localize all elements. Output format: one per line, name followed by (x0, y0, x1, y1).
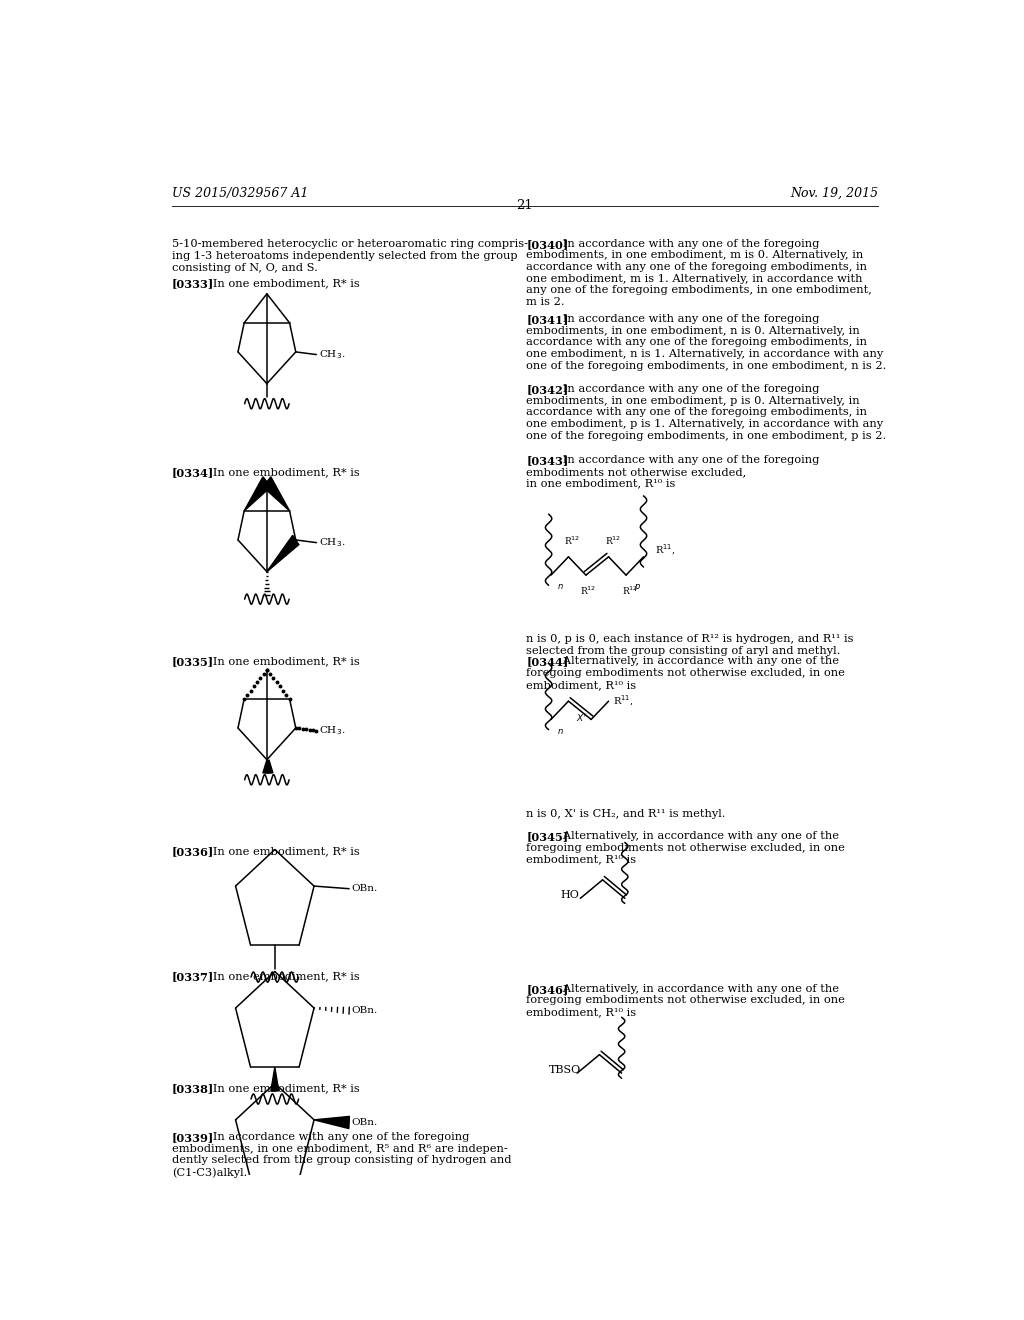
Text: one embodiment, m is 1. Alternatively, in accordance with: one embodiment, m is 1. Alternatively, i… (526, 273, 863, 284)
Text: [0339]: [0339] (172, 1133, 214, 1143)
Text: embodiment, R¹⁰ is: embodiment, R¹⁰ is (526, 854, 637, 865)
Text: embodiment, R¹⁰ is: embodiment, R¹⁰ is (526, 680, 637, 690)
Text: embodiments, in one embodiment, m is 0. Alternatively, in: embodiments, in one embodiment, m is 0. … (526, 251, 863, 260)
Text: [0338]: [0338] (172, 1084, 214, 1094)
Text: [0335]: [0335] (172, 656, 214, 668)
Text: [0336]: [0336] (172, 846, 214, 858)
Text: Alternatively, in accordance with any one of the: Alternatively, in accordance with any on… (552, 832, 839, 841)
Text: In one embodiment, R* is: In one embodiment, R* is (202, 656, 359, 667)
Text: CH$_3$.: CH$_3$. (318, 348, 345, 360)
Text: OBn.: OBn. (351, 884, 378, 894)
Text: TBSO: TBSO (549, 1065, 581, 1074)
Text: OBn.: OBn. (351, 1006, 378, 1015)
Text: 21: 21 (516, 199, 534, 213)
Text: In one embodiment, R* is: In one embodiment, R* is (202, 1084, 359, 1093)
Text: In one embodiment, R* is: In one embodiment, R* is (202, 846, 359, 857)
Text: [0333]: [0333] (172, 279, 214, 289)
Polygon shape (263, 477, 290, 511)
Text: R$^{11}$,: R$^{11}$, (612, 694, 633, 709)
Polygon shape (244, 477, 270, 511)
Polygon shape (270, 1067, 279, 1090)
Text: $X'$: $X'$ (577, 713, 588, 723)
Text: [0343]: [0343] (526, 455, 568, 466)
Text: in one embodiment, R¹⁰ is: in one embodiment, R¹⁰ is (526, 479, 676, 488)
Text: R$^{11}$,: R$^{11}$, (655, 543, 676, 557)
Text: [0344]: [0344] (526, 656, 568, 668)
Text: any one of the foregoing embodiments, in one embodiment,: any one of the foregoing embodiments, in… (526, 285, 872, 296)
Text: accordance with any one of the foregoing embodiments, in: accordance with any one of the foregoing… (526, 263, 867, 272)
Text: [0334]: [0334] (172, 467, 214, 478)
Text: embodiments, in one embodiment, n is 0. Alternatively, in: embodiments, in one embodiment, n is 0. … (526, 326, 860, 335)
Text: ing 1-3 heteroatoms independently selected from the group: ing 1-3 heteroatoms independently select… (172, 251, 517, 261)
Text: In accordance with any one of the foregoing: In accordance with any one of the forego… (552, 455, 819, 465)
Text: In one embodiment, R* is: In one embodiment, R* is (202, 467, 359, 478)
Text: (C1-C3)alkyl.: (C1-C3)alkyl. (172, 1167, 247, 1177)
Text: selected from the group consisting of aryl and methyl.: selected from the group consisting of ar… (526, 645, 841, 656)
Text: one of the foregoing embodiments, in one embodiment, p is 2.: one of the foregoing embodiments, in one… (526, 430, 887, 441)
Text: In one embodiment, R* is: In one embodiment, R* is (202, 972, 359, 982)
Text: [0340]: [0340] (526, 239, 568, 249)
Text: n is 0, p is 0, each instance of R¹² is hydrogen, and R¹¹ is: n is 0, p is 0, each instance of R¹² is … (526, 634, 854, 644)
Text: CH$_3$.: CH$_3$. (318, 725, 345, 737)
Text: [0345]: [0345] (526, 832, 568, 842)
Text: one embodiment, n is 1. Alternatively, in accordance with any: one embodiment, n is 1. Alternatively, i… (526, 348, 884, 359)
Text: R$^{12}$: R$^{12}$ (623, 585, 638, 598)
Text: Alternatively, in accordance with any one of the: Alternatively, in accordance with any on… (552, 656, 839, 667)
Text: one of the foregoing embodiments, in one embodiment, n is 2.: one of the foregoing embodiments, in one… (526, 360, 887, 371)
Text: $n$: $n$ (557, 582, 564, 591)
Text: one embodiment, p is 1. Alternatively, in accordance with any: one embodiment, p is 1. Alternatively, i… (526, 420, 884, 429)
Text: [0342]: [0342] (526, 384, 568, 395)
Text: Alternatively, in accordance with any one of the: Alternatively, in accordance with any on… (552, 983, 839, 994)
Text: m is 2.: m is 2. (526, 297, 565, 308)
Text: accordance with any one of the foregoing embodiments, in: accordance with any one of the foregoing… (526, 338, 867, 347)
Polygon shape (265, 760, 273, 774)
Text: R$^{12}$: R$^{12}$ (580, 585, 596, 598)
Text: In one embodiment, R* is: In one embodiment, R* is (202, 279, 359, 288)
Text: OBn.: OBn. (351, 1118, 378, 1127)
Text: In accordance with any one of the foregoing: In accordance with any one of the forego… (552, 239, 819, 248)
Text: foregoing embodiments not otherwise excluded, in one: foregoing embodiments not otherwise excl… (526, 995, 845, 1006)
Text: In accordance with any one of the foregoing: In accordance with any one of the forego… (552, 314, 819, 323)
Text: $p$: $p$ (634, 582, 641, 594)
Text: foregoing embodiments not otherwise excluded, in one: foregoing embodiments not otherwise excl… (526, 843, 845, 853)
Text: US 2015/0329567 A1: US 2015/0329567 A1 (172, 187, 308, 199)
Text: dently selected from the group consisting of hydrogen and: dently selected from the group consistin… (172, 1155, 511, 1166)
Text: consisting of N, O, and S.: consisting of N, O, and S. (172, 263, 317, 273)
Text: [0337]: [0337] (172, 972, 214, 982)
Text: [0346]: [0346] (526, 983, 568, 995)
Polygon shape (314, 1117, 349, 1129)
Polygon shape (267, 536, 299, 572)
Text: foregoing embodiments not otherwise excluded, in one: foregoing embodiments not otherwise excl… (526, 668, 845, 678)
Text: n is 0, X' is CH₂, and R¹¹ is methyl.: n is 0, X' is CH₂, and R¹¹ is methyl. (526, 809, 726, 818)
Text: embodiment, R¹⁰ is: embodiment, R¹⁰ is (526, 1007, 637, 1018)
Text: Nov. 19, 2015: Nov. 19, 2015 (790, 187, 878, 199)
Text: In accordance with any one of the foregoing: In accordance with any one of the forego… (552, 384, 819, 395)
Text: accordance with any one of the foregoing embodiments, in: accordance with any one of the foregoing… (526, 408, 867, 417)
Text: 5-10-membered heterocyclic or heteroaromatic ring compris-: 5-10-membered heterocyclic or heteroarom… (172, 239, 527, 248)
Text: embodiments, in one embodiment, p is 0. Alternatively, in: embodiments, in one embodiment, p is 0. … (526, 396, 860, 405)
Polygon shape (263, 760, 270, 774)
Text: $n$: $n$ (557, 727, 563, 735)
Text: embodiments, in one embodiment, R⁵ and R⁶ are indepen-: embodiments, in one embodiment, R⁵ and R… (172, 1144, 508, 1154)
Text: In accordance with any one of the foregoing: In accordance with any one of the forego… (202, 1133, 469, 1142)
Text: embodiments not otherwise excluded,: embodiments not otherwise excluded, (526, 467, 746, 477)
Text: HO: HO (560, 890, 580, 900)
Text: R$^{12}$: R$^{12}$ (564, 535, 581, 546)
Text: R$^{12}$: R$^{12}$ (604, 535, 621, 546)
Text: [0341]: [0341] (526, 314, 568, 325)
Text: CH$_3$.: CH$_3$. (318, 536, 345, 549)
